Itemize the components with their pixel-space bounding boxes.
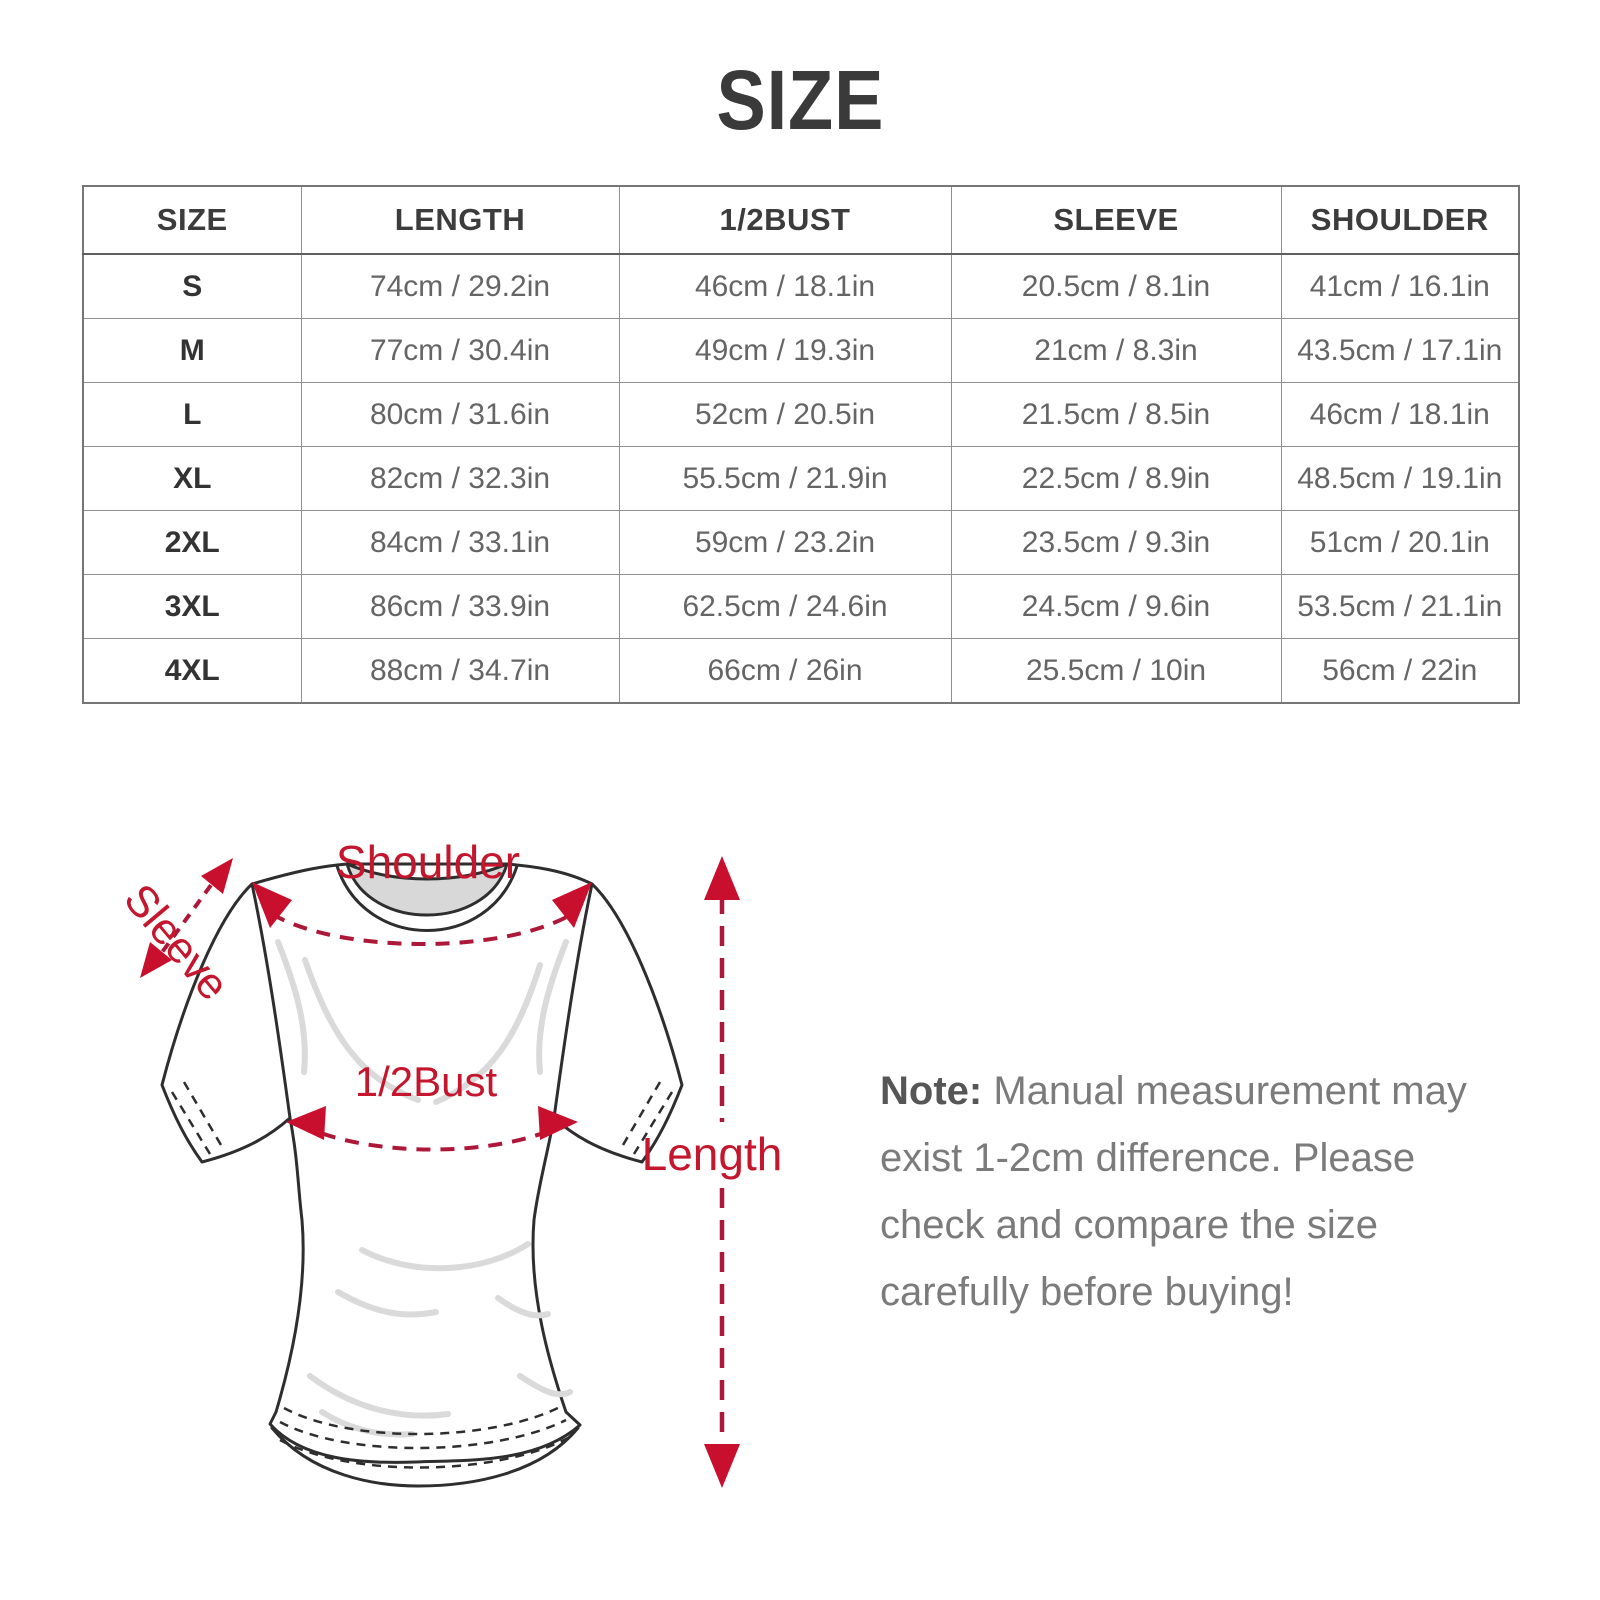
cell-sleeve: 22.5cm / 8.9in: [950, 446, 1282, 511]
cell-bust: 59cm / 23.2in: [618, 510, 952, 575]
cell-length: 86cm / 33.9in: [300, 574, 620, 639]
sleeve-arrow-up-icon: [201, 858, 233, 894]
tshirt-collar-rib: [335, 864, 519, 932]
cell-sleeve: 21.5cm / 8.5in: [950, 382, 1282, 447]
cell-sleeve: 24.5cm / 9.6in: [950, 574, 1282, 639]
header-bust: 1/2BUST: [618, 185, 952, 255]
cell-shoulder: 46cm / 18.1in: [1280, 382, 1520, 447]
length-arrow-up-icon: [704, 856, 740, 900]
cell-bust: 49cm / 19.3in: [618, 318, 952, 383]
tshirt-collar-opening: [345, 862, 509, 917]
cell-sleeve: 21cm / 8.3in: [950, 318, 1282, 383]
cell-length: 88cm / 34.7in: [300, 638, 620, 704]
table-row: 3XL 86cm / 33.9in 62.5cm / 24.6in 24.5cm…: [82, 574, 1520, 639]
bust-measure-line: [299, 1122, 565, 1152]
cell-shoulder: 41cm / 16.1in: [1280, 253, 1520, 319]
bust-arrow-left-icon: [286, 1106, 326, 1140]
shoulder-arrow-right-icon: [552, 882, 592, 928]
table-row: 2XL 84cm / 33.1in 59cm / 23.2in 23.5cm /…: [82, 510, 1520, 575]
tshirt-outline: [160, 862, 684, 1488]
header-size: SIZE: [82, 185, 302, 255]
page-title-text: SIZE: [716, 53, 884, 147]
tshirt-body: [250, 862, 594, 1464]
cell-shoulder: 56cm / 22in: [1280, 638, 1520, 704]
cell-sleeve: 23.5cm / 9.3in: [950, 510, 1282, 575]
table-row: S 74cm / 29.2in 46cm / 18.1in 20.5cm / 8…: [82, 253, 1520, 319]
cell-size: M: [82, 318, 302, 383]
tshirt-wrinkles: [275, 939, 573, 1438]
shoulder-arrow-left-icon: [252, 882, 292, 928]
bust-arrow-right-icon: [538, 1106, 578, 1140]
cell-length: 74cm / 29.2in: [300, 253, 620, 319]
size-table: SIZE LENGTH 1/2BUST SLEEVE SHOULDER S 74…: [82, 185, 1520, 704]
note-line: exist 1-2cm difference. Please: [880, 1136, 1416, 1180]
tshirt-stitching: [170, 1081, 674, 1469]
cell-bust: 66cm / 26in: [618, 638, 952, 704]
tshirt-measurement-diagram: Shoulder Sleeve 1/2Bust Length: [114, 836, 783, 1488]
page-title: SIZE: [0, 52, 1600, 149]
cell-shoulder: 51cm / 20.1in: [1280, 510, 1520, 575]
cell-shoulder: 43.5cm / 17.1in: [1280, 318, 1520, 383]
note-line: carefully before buying!: [880, 1270, 1294, 1314]
tshirt-hem-band: [270, 1426, 580, 1488]
length-label: Length: [642, 1128, 783, 1180]
cell-size: 4XL: [82, 638, 302, 704]
header-sleeve: SLEEVE: [950, 185, 1282, 255]
sleeve-arrow-down-icon: [140, 942, 172, 978]
shoulder-label: Shoulder: [336, 836, 520, 888]
cell-size: 3XL: [82, 574, 302, 639]
cell-length: 84cm / 33.1in: [300, 510, 620, 575]
cell-size: S: [82, 253, 302, 319]
cell-size: L: [82, 382, 302, 447]
table-row: XL 82cm / 32.3in 55.5cm / 21.9in 22.5cm …: [82, 446, 1520, 511]
header-length: LENGTH: [300, 185, 620, 255]
tshirt-right-sleeve: [552, 882, 684, 1164]
table-row: 4XL 88cm / 34.7in 66cm / 26in 25.5cm / 1…: [82, 638, 1520, 704]
measurement-lines: [150, 868, 725, 1450]
cell-bust: 62.5cm / 24.6in: [618, 574, 952, 639]
note-line-text: Manual measurement may: [982, 1069, 1467, 1113]
cell-sleeve: 20.5cm / 8.1in: [950, 253, 1282, 319]
cell-bust: 52cm / 20.5in: [618, 382, 952, 447]
cell-length: 80cm / 31.6in: [300, 382, 620, 447]
measurement-arrowheads: [140, 856, 740, 1488]
bust-label: 1/2Bust: [355, 1058, 498, 1105]
note-label: Note:: [880, 1069, 983, 1113]
cell-size: XL: [82, 446, 302, 511]
cell-shoulder: 53.5cm / 21.1in: [1280, 574, 1520, 639]
table-row: M 77cm / 30.4in 49cm / 19.3in 21cm / 8.3…: [82, 318, 1520, 383]
tshirt-left-sleeve: [160, 882, 292, 1164]
note-line: check and compare the size: [880, 1203, 1379, 1247]
cell-sleeve: 25.5cm / 10in: [950, 638, 1282, 704]
sleeve-measure-line: [150, 868, 224, 968]
cell-size: 2XL: [82, 510, 302, 575]
table-row: L 80cm / 31.6in 52cm / 20.5in 21.5cm / 8…: [82, 382, 1520, 447]
header-shoulder: SHOULDER: [1280, 185, 1520, 255]
note-line: Note: Manual measurement may: [880, 1058, 1490, 1125]
measurement-note: Note: Manual measurement may exist 1-2cm…: [880, 1058, 1490, 1326]
cell-length: 77cm / 30.4in: [300, 318, 620, 383]
length-arrow-down-icon: [704, 1444, 740, 1488]
table-header-row: SIZE LENGTH 1/2BUST SLEEVE SHOULDER: [82, 185, 1520, 255]
cell-shoulder: 48.5cm / 19.1in: [1280, 446, 1520, 511]
cell-bust: 46cm / 18.1in: [618, 253, 952, 319]
shoulder-measure-line: [270, 912, 574, 946]
cell-length: 82cm / 32.3in: [300, 446, 620, 511]
cell-bust: 55.5cm / 21.9in: [618, 446, 952, 511]
